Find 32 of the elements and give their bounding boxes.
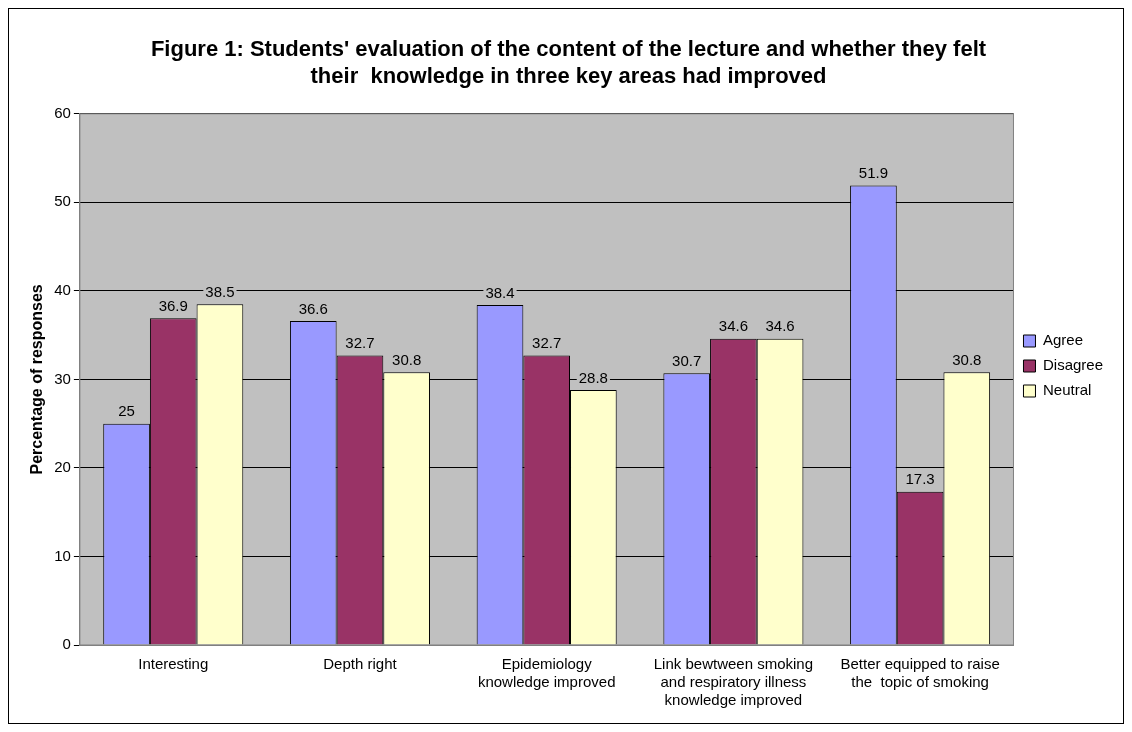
data-label: 51.9 <box>858 164 889 182</box>
data-label: 30.7 <box>672 351 702 369</box>
data-label: 34.6 <box>765 317 795 335</box>
data-label: 38.5 <box>205 282 235 300</box>
legend-label: Agree <box>1042 331 1083 349</box>
legend-label: Disagree <box>1042 356 1103 374</box>
data-label: 32.7 <box>345 334 375 352</box>
x-tick-label: Interesting <box>138 655 209 673</box>
x-tick-label: Depth right <box>323 655 398 673</box>
y-tick-label: 10 <box>54 546 71 564</box>
data-label: 30.8 <box>952 350 982 368</box>
y-tick-label: 40 <box>54 281 71 299</box>
data-label: 25 <box>118 402 135 420</box>
x-tick-label: Better equipped to raise the topic of smoking <box>840 655 1000 691</box>
y-tick-label: 30 <box>54 369 71 387</box>
data-label: 30.8 <box>392 350 422 368</box>
data-label: 32.7 <box>532 334 562 352</box>
data-label: 36.6 <box>298 299 328 317</box>
x-tick-label: Link bewtween smoking and respiratory illness knowledge improved <box>653 655 814 709</box>
data-label: 28.8 <box>578 368 608 386</box>
y-tick-label: 60 <box>54 103 71 121</box>
y-axis-title: Percentage of responses <box>28 284 46 475</box>
data-label: 36.9 <box>158 296 188 314</box>
chart-title: Figure 1: Students' evaluation of the content of the lecture and whether they felt their knowledge in three key areas had improved <box>150 36 987 88</box>
data-label: 38.4 <box>485 283 515 301</box>
y-tick-label: 50 <box>54 192 71 210</box>
data-label: 34.6 <box>718 317 748 335</box>
legend-label: Neutral <box>1042 381 1092 399</box>
data-label: 17.3 <box>905 470 935 488</box>
x-tick-label: Epidemiology knowledge improved <box>477 655 616 691</box>
y-tick-label: 0 <box>62 635 71 653</box>
y-tick-label: 20 <box>54 458 71 476</box>
